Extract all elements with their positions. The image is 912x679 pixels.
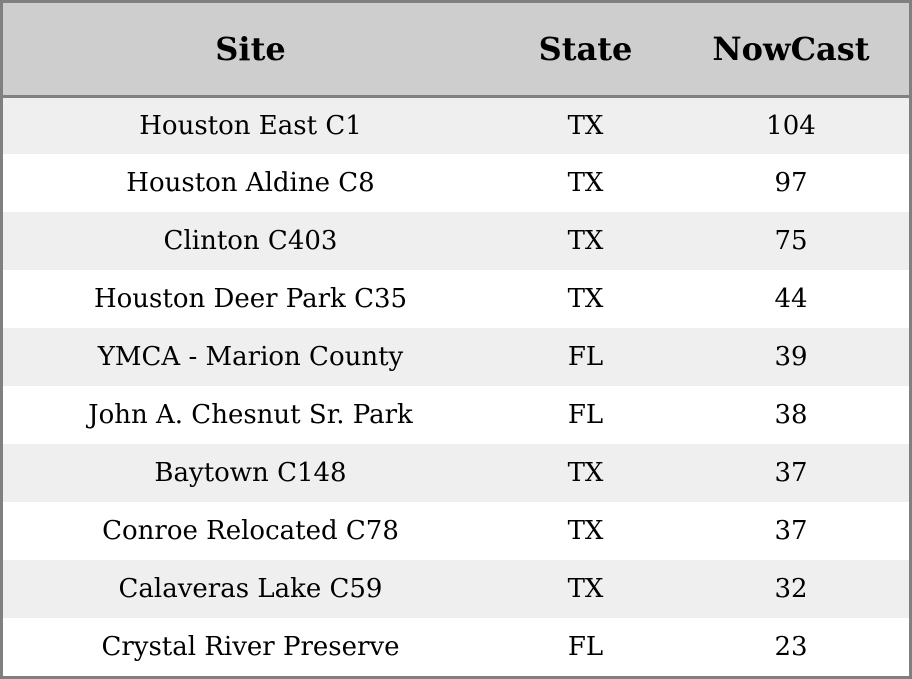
site-cell: YMCA - Marion County <box>97 342 404 372</box>
header-row: Site State NowCast <box>3 3 909 98</box>
state-cell: TX <box>567 284 604 314</box>
state-cell: TX <box>567 168 604 198</box>
state-cell: FL <box>567 632 604 662</box>
site-cell: Houston Deer Park C35 <box>93 284 408 314</box>
nowcast-cell: 39 <box>774 342 808 372</box>
site-cell: John A. Chesnut Sr. Park <box>88 400 413 430</box>
table-row: Crystal River Preserve FL 23 <box>3 618 909 676</box>
nowcast-cell: 97 <box>774 168 808 198</box>
state-cell: TX <box>567 458 604 488</box>
table-row: Calaveras Lake C59 TX 32 <box>3 560 909 618</box>
table-row: Clinton C403 TX 75 <box>3 212 909 270</box>
state-cell: FL <box>567 342 604 372</box>
nowcast-cell: 37 <box>774 516 808 546</box>
table-row: Houston Deer Park C35 TX 44 <box>3 270 909 328</box>
table-row: Conroe Relocated C78 TX 37 <box>3 502 909 560</box>
nowcast-table: Site State NowCast Houston East C1 TX 104 H… <box>3 3 909 676</box>
table-row: YMCA - Marion County FL 39 <box>3 328 909 386</box>
nowcast-cell: 44 <box>774 284 808 314</box>
nowcast-cell: 37 <box>774 458 808 488</box>
site-cell: Baytown C148 <box>154 458 347 488</box>
site-cell: Calaveras Lake C59 <box>118 574 383 604</box>
column-header-state: State <box>498 3 673 98</box>
table-body: Houston East C1 TX 104 Houston Aldine C8 TX 9… <box>3 96 909 676</box>
state-cell: TX <box>567 226 604 256</box>
nowcast-cell: 75 <box>774 226 808 256</box>
table-row: Houston East C1 TX 104 <box>3 96 909 154</box>
nowcast-cell: 38 <box>774 400 808 430</box>
state-cell: TX <box>567 516 604 546</box>
table-row: Houston Aldine C8 TX 97 <box>3 154 909 212</box>
table-row: Baytown C148 TX 37 <box>3 444 909 502</box>
state-cell: TX <box>567 110 604 141</box>
nowcast-cell: 32 <box>774 574 808 604</box>
table-row: John A. Chesnut Sr. Park FL 38 <box>3 386 909 444</box>
table-header: Site State NowCast <box>3 3 909 98</box>
site-cell: Conroe Relocated C78 <box>102 516 399 546</box>
column-header-nowcast: NowCast <box>673 3 909 98</box>
site-cell: Clinton C403 <box>163 226 338 256</box>
nowcast-cell: 23 <box>774 632 808 662</box>
site-cell: Houston Aldine C8 <box>126 168 375 198</box>
site-cell: Houston East C1 <box>139 110 362 141</box>
site-cell: Crystal River Preserve <box>101 632 400 662</box>
state-cell: TX <box>567 574 604 604</box>
column-header-site: Site <box>3 3 498 98</box>
state-cell: FL <box>567 400 604 430</box>
nowcast-cell: 104 <box>766 110 816 141</box>
